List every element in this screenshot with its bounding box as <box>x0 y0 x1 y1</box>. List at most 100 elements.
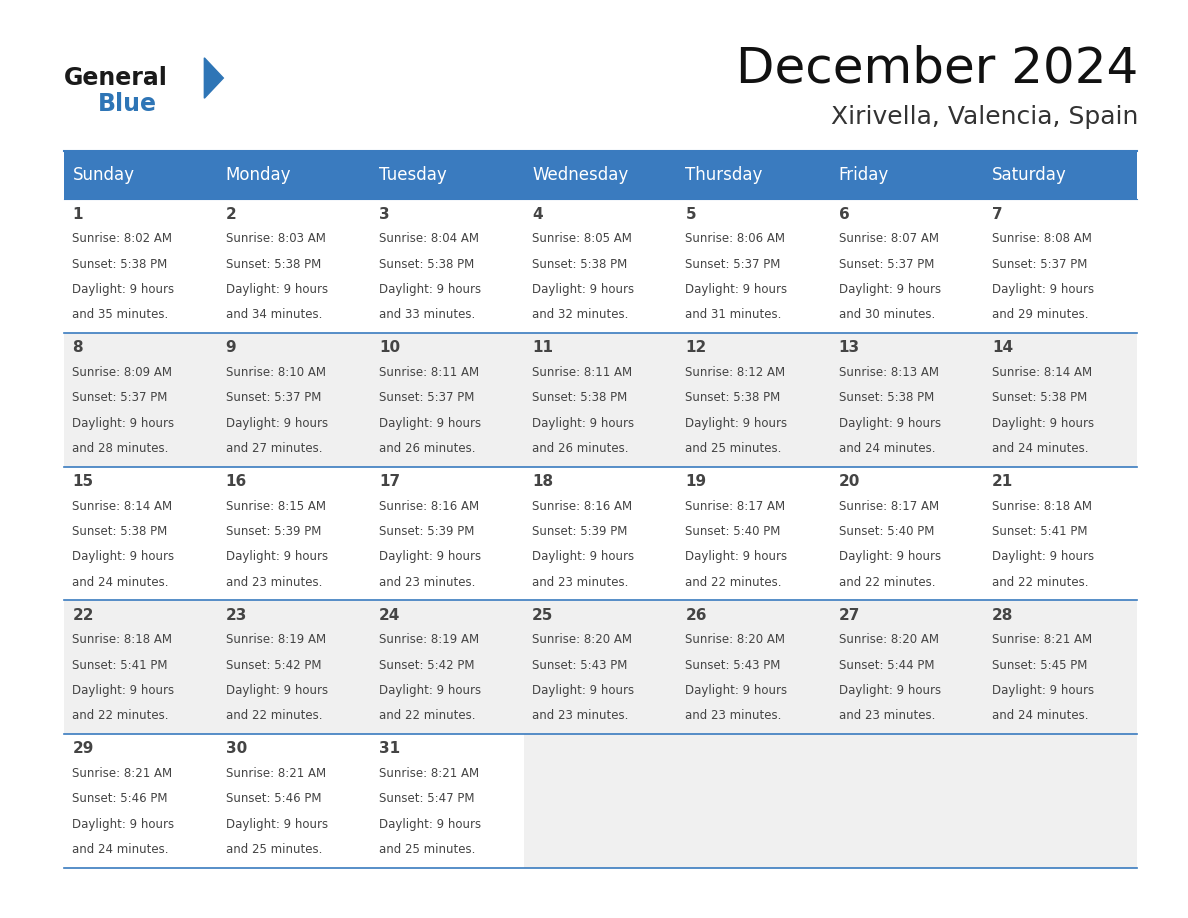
Text: Sunday: Sunday <box>72 166 134 185</box>
Text: and 31 minutes.: and 31 minutes. <box>685 308 782 321</box>
Text: and 23 minutes.: and 23 minutes. <box>532 710 628 722</box>
Text: 23: 23 <box>226 608 247 622</box>
Text: Daylight: 9 hours: Daylight: 9 hours <box>839 417 941 430</box>
Text: and 22 minutes.: and 22 minutes. <box>839 576 935 588</box>
Bar <box>830 333 984 466</box>
Bar <box>524 600 677 733</box>
Text: Sunrise: 8:16 AM: Sunrise: 8:16 AM <box>532 499 632 512</box>
Bar <box>830 600 984 733</box>
Text: Sunset: 5:37 PM: Sunset: 5:37 PM <box>226 391 321 404</box>
Text: Sunset: 5:46 PM: Sunset: 5:46 PM <box>226 792 321 805</box>
Text: and 22 minutes.: and 22 minutes. <box>72 710 169 722</box>
Text: Daylight: 9 hours: Daylight: 9 hours <box>379 684 481 697</box>
Text: Sunset: 5:38 PM: Sunset: 5:38 PM <box>72 525 168 538</box>
Text: Daylight: 9 hours: Daylight: 9 hours <box>532 283 634 296</box>
Bar <box>64 333 217 466</box>
Text: Sunrise: 8:02 AM: Sunrise: 8:02 AM <box>72 232 172 245</box>
Text: Daylight: 9 hours: Daylight: 9 hours <box>992 551 1094 564</box>
Bar <box>677 151 830 199</box>
Text: Daylight: 9 hours: Daylight: 9 hours <box>72 417 175 430</box>
Text: 22: 22 <box>72 608 94 622</box>
Text: 12: 12 <box>685 341 707 355</box>
Bar <box>64 600 217 733</box>
Text: and 34 minutes.: and 34 minutes. <box>226 308 322 321</box>
Text: Sunrise: 8:21 AM: Sunrise: 8:21 AM <box>72 767 172 780</box>
Text: and 35 minutes.: and 35 minutes. <box>72 308 169 321</box>
Text: Daylight: 9 hours: Daylight: 9 hours <box>992 684 1094 697</box>
Text: Sunrise: 8:05 AM: Sunrise: 8:05 AM <box>532 232 632 245</box>
Text: and 22 minutes.: and 22 minutes. <box>992 576 1088 588</box>
Text: 1: 1 <box>72 207 83 221</box>
Text: Sunrise: 8:17 AM: Sunrise: 8:17 AM <box>685 499 785 512</box>
Text: Sunrise: 8:20 AM: Sunrise: 8:20 AM <box>839 633 939 646</box>
Text: 30: 30 <box>226 741 247 756</box>
Text: Sunset: 5:38 PM: Sunset: 5:38 PM <box>72 258 168 271</box>
Text: Sunrise: 8:17 AM: Sunrise: 8:17 AM <box>839 499 939 512</box>
Text: 3: 3 <box>379 207 390 221</box>
Text: 10: 10 <box>379 341 400 355</box>
Text: 25: 25 <box>532 608 554 622</box>
Text: Sunset: 5:37 PM: Sunset: 5:37 PM <box>379 391 474 404</box>
Bar <box>984 466 1137 600</box>
Text: and 23 minutes.: and 23 minutes. <box>226 576 322 588</box>
Text: Sunset: 5:38 PM: Sunset: 5:38 PM <box>685 391 781 404</box>
Bar <box>217 151 371 199</box>
Text: Sunrise: 8:11 AM: Sunrise: 8:11 AM <box>379 366 479 379</box>
Bar <box>524 466 677 600</box>
Text: Sunset: 5:43 PM: Sunset: 5:43 PM <box>532 658 627 672</box>
Text: and 23 minutes.: and 23 minutes. <box>532 576 628 588</box>
Text: General: General <box>64 66 168 90</box>
Text: Sunrise: 8:09 AM: Sunrise: 8:09 AM <box>72 366 172 379</box>
Text: Sunrise: 8:18 AM: Sunrise: 8:18 AM <box>72 633 172 646</box>
Bar <box>984 600 1137 733</box>
Text: and 27 minutes.: and 27 minutes. <box>226 442 322 455</box>
Text: 17: 17 <box>379 474 400 489</box>
Text: and 26 minutes.: and 26 minutes. <box>379 442 475 455</box>
Bar <box>524 733 677 868</box>
Bar <box>371 733 524 868</box>
Text: Daylight: 9 hours: Daylight: 9 hours <box>379 818 481 831</box>
Text: and 24 minutes.: and 24 minutes. <box>839 442 935 455</box>
Text: Daylight: 9 hours: Daylight: 9 hours <box>839 551 941 564</box>
Text: 26: 26 <box>685 608 707 622</box>
Text: Daylight: 9 hours: Daylight: 9 hours <box>226 417 328 430</box>
Text: Daylight: 9 hours: Daylight: 9 hours <box>226 551 328 564</box>
Text: Monday: Monday <box>226 166 291 185</box>
Text: Sunrise: 8:21 AM: Sunrise: 8:21 AM <box>379 767 479 780</box>
Text: Daylight: 9 hours: Daylight: 9 hours <box>379 417 481 430</box>
Text: and 33 minutes.: and 33 minutes. <box>379 308 475 321</box>
Text: Sunrise: 8:19 AM: Sunrise: 8:19 AM <box>226 633 326 646</box>
Text: Daylight: 9 hours: Daylight: 9 hours <box>72 684 175 697</box>
Text: Sunrise: 8:12 AM: Sunrise: 8:12 AM <box>685 366 785 379</box>
Text: Sunset: 5:42 PM: Sunset: 5:42 PM <box>379 658 474 672</box>
Bar <box>217 733 371 868</box>
Text: Sunrise: 8:15 AM: Sunrise: 8:15 AM <box>226 499 326 512</box>
Text: Daylight: 9 hours: Daylight: 9 hours <box>226 818 328 831</box>
Text: Sunrise: 8:16 AM: Sunrise: 8:16 AM <box>379 499 479 512</box>
Text: and 22 minutes.: and 22 minutes. <box>226 710 322 722</box>
Text: Sunset: 5:38 PM: Sunset: 5:38 PM <box>532 258 627 271</box>
Text: 8: 8 <box>72 341 83 355</box>
Text: Sunrise: 8:14 AM: Sunrise: 8:14 AM <box>72 499 172 512</box>
Text: 9: 9 <box>226 341 236 355</box>
Bar <box>217 466 371 600</box>
Text: 21: 21 <box>992 474 1013 489</box>
Text: Sunrise: 8:14 AM: Sunrise: 8:14 AM <box>992 366 1092 379</box>
Text: and 25 minutes.: and 25 minutes. <box>379 843 475 856</box>
Text: 18: 18 <box>532 474 554 489</box>
Text: Sunset: 5:38 PM: Sunset: 5:38 PM <box>532 391 627 404</box>
Text: Saturday: Saturday <box>992 166 1067 185</box>
Bar <box>217 333 371 466</box>
Text: 27: 27 <box>839 608 860 622</box>
Text: Friday: Friday <box>839 166 889 185</box>
Text: Sunset: 5:47 PM: Sunset: 5:47 PM <box>379 792 474 805</box>
Text: Sunset: 5:39 PM: Sunset: 5:39 PM <box>226 525 321 538</box>
Bar <box>371 199 524 333</box>
Text: Sunrise: 8:11 AM: Sunrise: 8:11 AM <box>532 366 632 379</box>
Text: Sunset: 5:45 PM: Sunset: 5:45 PM <box>992 658 1087 672</box>
Text: and 23 minutes.: and 23 minutes. <box>839 710 935 722</box>
Text: and 24 minutes.: and 24 minutes. <box>992 442 1088 455</box>
Text: Sunset: 5:43 PM: Sunset: 5:43 PM <box>685 658 781 672</box>
Text: and 22 minutes.: and 22 minutes. <box>685 576 782 588</box>
Text: December 2024: December 2024 <box>735 45 1138 93</box>
